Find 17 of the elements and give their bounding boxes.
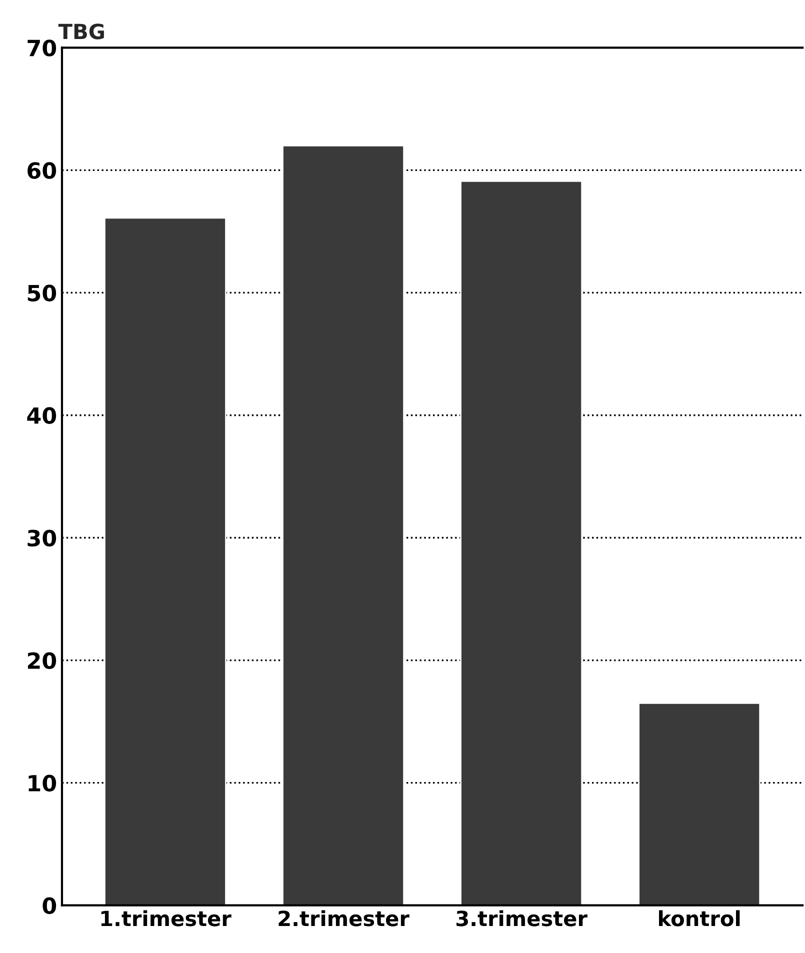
y-tick-label: 0 — [42, 897, 56, 914]
y-tick-label: 40 — [27, 407, 56, 424]
bar — [104, 217, 226, 906]
x-tick-label: 1.trimester — [101, 910, 232, 926]
x-tick-label: 2.trimester — [278, 910, 410, 926]
y-tick-label: 30 — [28, 530, 56, 547]
bar — [638, 702, 761, 906]
y-tick-label: 20 — [28, 652, 56, 670]
x-tick-label: kontrol — [659, 910, 740, 926]
y-tick-label: 70 — [28, 40, 56, 56]
bar — [460, 180, 583, 906]
bar — [282, 144, 404, 906]
y-axis-title: TBG — [58, 24, 104, 40]
y-tick-label: 50 — [28, 284, 56, 302]
y-tick-label: 10 — [28, 774, 56, 792]
y-tick-label: 60 — [28, 162, 56, 179]
x-tick-label: 3.trimester — [456, 910, 588, 926]
